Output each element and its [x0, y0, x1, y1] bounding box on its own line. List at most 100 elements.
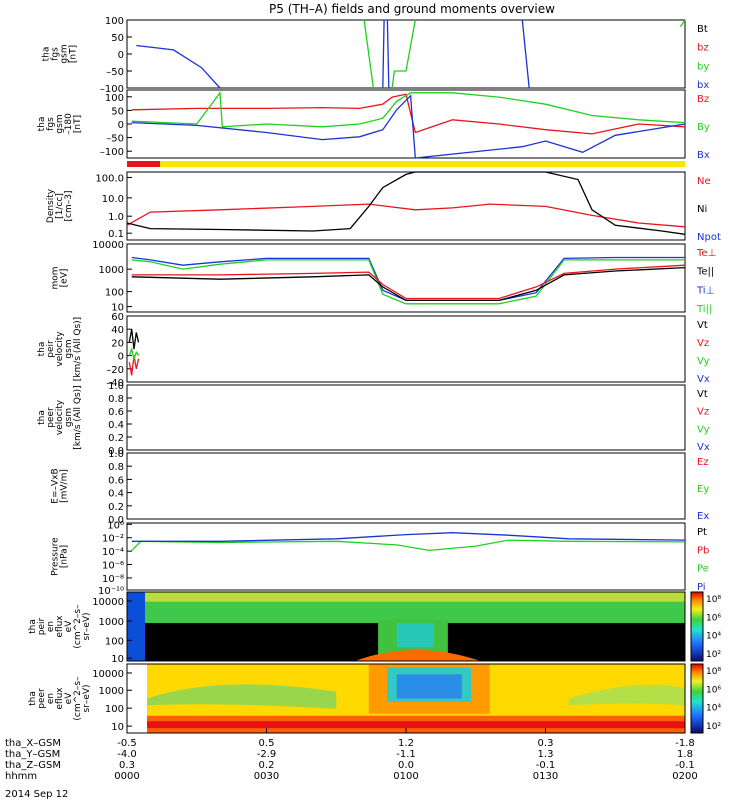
- panel-density: 100.0 10.0 1.0 0.1 Density[1/cc][cm–3] Ne Ni Np…: [46, 171, 721, 243]
- y-tick-label: 0.4: [108, 420, 124, 431]
- y-axis-label: mom[eV]: [51, 266, 70, 289]
- ephemeris-value: 1.2: [398, 738, 414, 749]
- y-tick-label: 100: [105, 16, 124, 27]
- panel-frame: [126, 452, 686, 520]
- panel-velocity_peir: 60 40 20 0 –20 –40 thapeirvelocitygsm[km/s (Al…: [37, 312, 710, 389]
- y-axis-label: E=–VxB[mV/m]: [51, 468, 70, 503]
- x-tick-label: 0100: [393, 771, 418, 782]
- colorbar-tick-label: 10⁸: [706, 595, 721, 605]
- y-axis-label: thapeerenefluxeV(cm^2–s–sr–eV): [28, 676, 92, 721]
- colorbar-tick-label: 10²: [706, 650, 721, 660]
- panel-frame: [126, 522, 686, 591]
- ephemeris-value: -4.0: [117, 749, 137, 760]
- legend-entry: Bz: [697, 94, 709, 105]
- colorbar-tick-label: 10⁸: [706, 667, 721, 677]
- panel-frame: [126, 315, 686, 383]
- legend-entry: Bx: [697, 150, 710, 161]
- legend-entry: Vz: [697, 338, 709, 349]
- legend-entry: bx: [697, 80, 709, 91]
- y-tick-label: 10⁰: [107, 520, 124, 531]
- legend-entry: Vx: [697, 374, 710, 385]
- y-tick-label: –20: [106, 365, 124, 376]
- y-tick-label: 0.8: [108, 394, 124, 405]
- ephemeris-row-label: hhmm: [5, 771, 37, 782]
- legend-entry: Ez: [697, 457, 709, 468]
- ephemeris-row-label: tha_Z–GSM: [5, 760, 61, 771]
- y-tick-label: 1000: [99, 617, 124, 628]
- legend-entry: Te⊥: [696, 248, 716, 259]
- y-tick-label: 0.6: [108, 475, 124, 486]
- y-tick-label: 0: [118, 352, 124, 363]
- series-line: [131, 264, 686, 300]
- series-line: [521, 19, 530, 89]
- legend-entry: Ex: [697, 511, 709, 522]
- y-tick-label: 10: [111, 303, 124, 314]
- y-tick-label: 10⁻²: [102, 534, 124, 545]
- colorbar: [690, 591, 704, 662]
- y-tick-label: 0.4: [108, 489, 124, 500]
- series-line: [679, 19, 686, 28]
- y-tick-label: 1000: [99, 265, 124, 276]
- y-tick-label: 10⁻⁴: [102, 547, 124, 558]
- y-tick-label: –50: [106, 134, 124, 145]
- y-tick-label: 10⁻⁸: [102, 574, 124, 585]
- ephemeris-value: 0.3: [538, 738, 554, 749]
- series-line: [131, 93, 686, 135]
- legend-entry: Vz: [697, 407, 709, 418]
- legend-entry: Vt: [697, 320, 708, 331]
- legend-entry: Pi: [697, 582, 706, 593]
- series-line: [131, 259, 685, 305]
- spec-band: [354, 650, 481, 661]
- y-tick-label: 60: [111, 312, 124, 323]
- y-tick-label: 100: [105, 93, 124, 104]
- ephemeris-value: -2.9: [257, 749, 277, 760]
- y-tick-label: –50: [106, 67, 124, 78]
- series-line: [131, 94, 686, 159]
- y-axis-label: thapeervelocitygsm[km/s (All Qs)]: [37, 385, 83, 449]
- panel-temperature: 10000 1000 100 10 mom[eV] Te⊥ Te|| Ti⊥ Ti||: [51, 240, 717, 315]
- legend-entry: Ti⊥: [696, 285, 714, 296]
- ephemeris-value: 1.8: [677, 749, 693, 760]
- legend-entry: bz: [697, 43, 709, 54]
- y-tick-label: 0.2: [108, 433, 124, 444]
- legend-entry: Bt: [697, 24, 708, 35]
- y-tick-label: –40: [106, 378, 124, 389]
- y-tick-label: 10: [111, 722, 124, 733]
- y-tick-label: 0: [118, 50, 124, 61]
- series-line: [126, 171, 686, 235]
- spec-band: [396, 674, 462, 699]
- series-line: [382, 19, 390, 89]
- legend-entry: Vt: [697, 389, 708, 400]
- panel-fgs_dsl: 100 50 0 –50 –100 thafgsgsm–180[nT] Bz By Bx: [37, 89, 710, 161]
- legend-entry: Pb: [697, 545, 709, 556]
- legend-entry: Npot: [697, 232, 721, 243]
- panel-peer_spec: 10⁸ 10⁶ 10⁴ 10² 10000 1000 100 10 thapeereneflux…: [28, 663, 721, 734]
- y-tick-label: 0.0: [108, 446, 124, 457]
- series-line: [131, 532, 686, 542]
- panel-efield: 1.0 0.8 0.6 0.4 0.2 0.0 E=–VxB[mV/m] Ez Ey Ex: [51, 449, 710, 526]
- legend-entry: Vx: [697, 442, 710, 453]
- series-line: [128, 346, 140, 362]
- series-line: [131, 90, 686, 128]
- y-axis-label: thafgsgsm–180[nT]: [37, 113, 83, 135]
- y-tick-label: 20: [111, 338, 124, 349]
- date-label: 2014 Sep 12: [5, 789, 68, 800]
- y-tick-label: 1.0: [108, 212, 124, 223]
- x-tick-label: 0200: [672, 771, 697, 782]
- series-line: [126, 203, 686, 228]
- x-tick-label: 0000: [114, 771, 139, 782]
- y-tick-label: 10000: [92, 669, 124, 680]
- y-tick-label: 100: [105, 636, 124, 647]
- spec-band: [127, 592, 145, 661]
- chart-title: P5 (TH–A) fields and ground moments over…: [269, 2, 555, 16]
- colorbar-tick-label: 10²: [706, 722, 721, 732]
- y-tick-label: 10⁻⁶: [102, 561, 124, 572]
- y-tick-label: 40: [111, 325, 124, 336]
- series-line: [363, 19, 375, 89]
- y-tick-label: –100: [100, 147, 124, 158]
- series-line: [131, 266, 686, 302]
- panel-fgs: 100 50 0 –50 –100 thafgsgsm[nT] Bt bz by bx: [42, 16, 710, 95]
- legend-entry: Ey: [697, 484, 709, 495]
- legend-entry: by: [697, 61, 709, 72]
